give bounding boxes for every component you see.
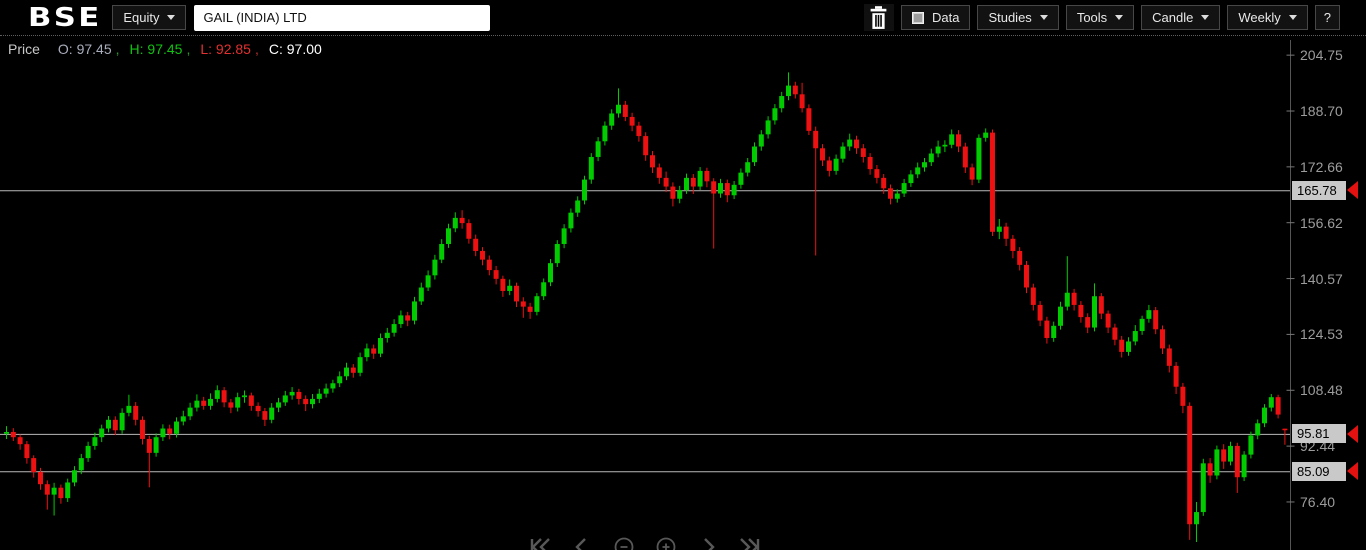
toolbar: BSE Equity Data Studies (0, 0, 1366, 36)
chevron-down-icon (1039, 15, 1048, 20)
data-button-label: Data (931, 10, 960, 25)
studies-dropdown[interactable]: Studies (977, 5, 1059, 30)
legend-open: O: 97.45 (57, 41, 112, 57)
help-button[interactable]: ? (1314, 5, 1340, 30)
trash-button[interactable] (863, 4, 894, 31)
chevron-down-icon (1288, 15, 1297, 20)
jump-to-start-button[interactable] (527, 534, 553, 550)
jump-to-start-icon (530, 538, 550, 550)
step-back-button[interactable] (569, 534, 595, 550)
step-forward-button[interactable] (695, 534, 721, 550)
zoom-in-icon (656, 537, 676, 550)
step-forward-icon (704, 538, 715, 550)
legend-low: L: 92.85 (200, 41, 251, 57)
jump-to-end-icon (740, 538, 760, 550)
step-back-icon (575, 538, 586, 550)
zoom-out-button[interactable] (611, 534, 637, 550)
legend-high: H: 97.45 (129, 41, 183, 57)
studies-dropdown-label: Studies (988, 10, 1032, 25)
chart-type-dropdown[interactable]: Candle (1141, 5, 1221, 30)
symbol-search-input[interactable] (194, 4, 491, 31)
equity-dropdown-label: Equity (123, 10, 160, 25)
ohlc-legend: Price O: 97.45 , H: 97.45 , L: 92.85 , C… (8, 41, 322, 57)
jump-to-end-button[interactable] (737, 534, 763, 550)
legend-close: C: 97.00 (268, 41, 322, 57)
legend-price-label: Price (8, 41, 40, 57)
zoom-out-icon (614, 537, 634, 550)
zoom-in-button[interactable] (653, 534, 679, 550)
equity-dropdown[interactable]: Equity (112, 5, 187, 30)
candles-layer (4, 72, 1288, 542)
data-toggle-button[interactable]: Data (900, 5, 971, 30)
trash-icon (871, 5, 887, 29)
tools-dropdown[interactable]: Tools (1065, 5, 1135, 30)
chart-nav-controls (0, 534, 1290, 550)
checkbox-icon (911, 11, 924, 24)
interval-dropdown[interactable]: Weekly (1227, 5, 1308, 30)
interval-dropdown-label: Weekly (1238, 10, 1281, 25)
chevron-down-icon (1115, 15, 1124, 20)
tools-dropdown-label: Tools (1076, 10, 1108, 25)
chevron-down-icon (167, 15, 176, 20)
chart-type-dropdown-label: Candle (1152, 10, 1194, 25)
bse-logo: BSE (28, 2, 102, 33)
toolbar-right-group: Data Studies Tools Candle Weekly ? (863, 4, 1340, 31)
chevron-down-icon (1201, 15, 1210, 20)
